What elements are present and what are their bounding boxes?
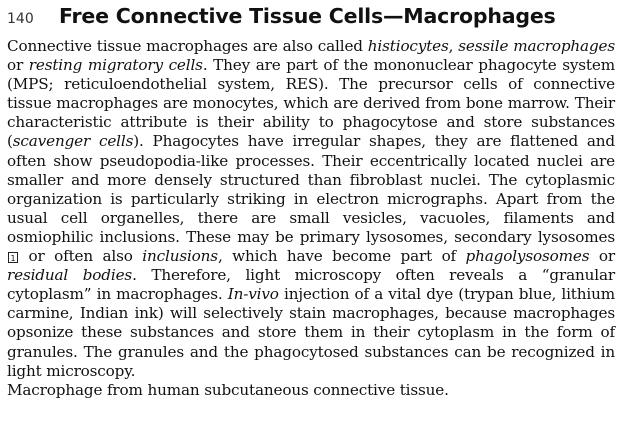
term-resting-migratory-cells: resting migratory cells [28, 56, 203, 75]
text-segment: ). Phagocytes have irregular shapes, the… [7, 132, 615, 246]
text-segment: or [589, 247, 615, 266]
figure-caption: Macrophage from human subcutaneous conne… [7, 380, 449, 399]
term-sessile-macrophages: sessile macro­phages [458, 37, 615, 55]
text-segment: or often also [19, 247, 143, 266]
term-histiocytes: histiocytes [367, 37, 449, 55]
figure-reference-marker[interactable]: 1 [8, 252, 18, 264]
term-residual-bodies: residual bodies [7, 266, 133, 285]
text-segment: or [7, 56, 29, 75]
term-inclusions: inclusions [142, 247, 218, 266]
text-segment: . They are part of the mononuclear phago… [7, 56, 615, 151]
text-segment: , [448, 37, 459, 55]
term-in-vivo: In-vivo [227, 285, 279, 304]
page-number: 140 [7, 11, 34, 27]
body-paragraph: Connective tissue macrophages are also c… [7, 37, 615, 381]
page: 140 Free Connective Tissue Cells—Macroph… [7, 4, 615, 400]
section-title: Free Connective Tissue Cells—Macrophages [59, 4, 556, 28]
text-segment: , which have become part of [217, 247, 466, 266]
text-segment: injection of a vital dye (trypan blue, l… [7, 285, 615, 380]
text-segment: Connective tissue macrophages are also c… [7, 37, 368, 55]
term-scavenger-cells: scavenger cells [12, 132, 134, 151]
page-header: 140 Free Connective Tissue Cells—Macroph… [7, 4, 615, 32]
term-phagolysosomes: phagolysosomes [465, 247, 590, 266]
text-segment: . Therefore, light microscopy often reve… [7, 266, 615, 304]
